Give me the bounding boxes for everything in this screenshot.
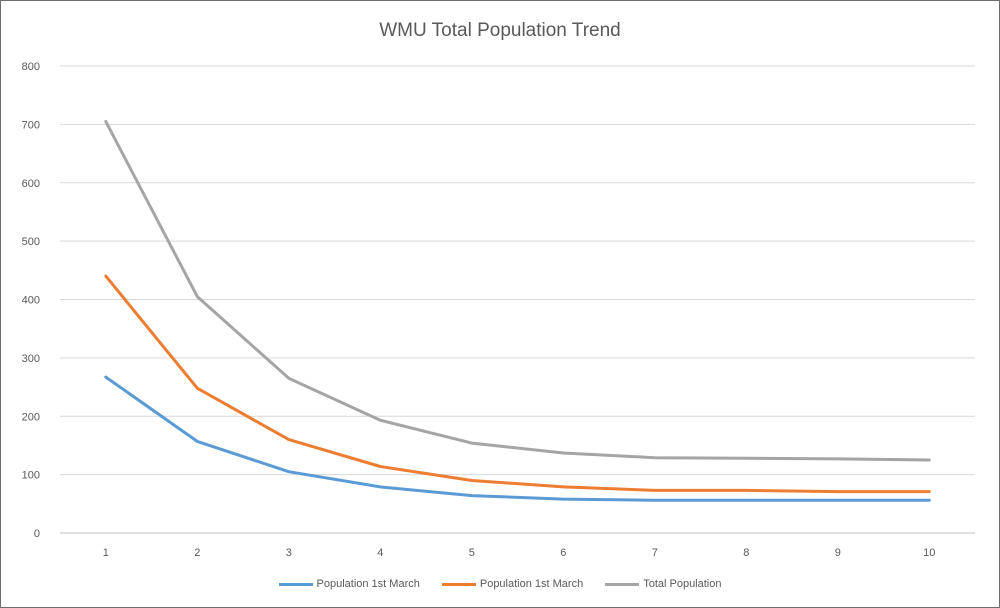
data-point bbox=[928, 499, 931, 502]
legend-swatch bbox=[278, 582, 313, 586]
x-tick-label: 5 bbox=[469, 547, 475, 559]
data-point bbox=[745, 499, 748, 502]
x-tick-label: 9 bbox=[835, 547, 841, 559]
data-point bbox=[104, 120, 107, 123]
data-point bbox=[745, 489, 748, 492]
data-point bbox=[562, 498, 565, 501]
legend-label: Population 1st March bbox=[316, 578, 420, 590]
data-point bbox=[836, 457, 839, 460]
x-tick-label: 7 bbox=[652, 547, 658, 559]
data-point bbox=[379, 485, 382, 488]
data-point bbox=[745, 457, 748, 460]
data-point bbox=[653, 456, 656, 459]
data-point bbox=[379, 419, 382, 422]
legend-label: Total Population bbox=[643, 578, 722, 590]
y-tick-label: 800 bbox=[22, 61, 40, 73]
data-point bbox=[836, 490, 839, 493]
series-line-3 bbox=[104, 120, 931, 462]
legend-swatch bbox=[441, 582, 476, 586]
data-point bbox=[104, 376, 107, 379]
x-tick-label: 4 bbox=[377, 547, 383, 559]
legend-item-1: Population 1st March bbox=[278, 578, 420, 590]
y-tick-label: 400 bbox=[22, 295, 40, 307]
x-tick-label: 2 bbox=[194, 547, 200, 559]
series-line-2 bbox=[104, 274, 931, 494]
y-tick-label: 100 bbox=[22, 470, 40, 482]
data-point bbox=[287, 438, 290, 441]
data-point bbox=[470, 442, 473, 445]
data-point bbox=[836, 499, 839, 502]
y-tick-label: 0 bbox=[34, 528, 40, 540]
y-tick-label: 200 bbox=[22, 411, 40, 423]
y-tick-label: 700 bbox=[22, 119, 40, 131]
y-tick-label: 600 bbox=[22, 178, 40, 190]
chart-title: WMU Total Population Trend bbox=[379, 20, 621, 41]
x-tick-label: 6 bbox=[560, 547, 566, 559]
data-point bbox=[653, 499, 656, 502]
chart-legend: Population 1st March Population 1st March… bbox=[0, 578, 1000, 590]
series-line-1 bbox=[104, 375, 931, 502]
data-point bbox=[562, 452, 565, 455]
y-tick-label: 500 bbox=[22, 236, 40, 248]
data-point bbox=[287, 377, 290, 380]
data-point bbox=[562, 485, 565, 488]
data-point bbox=[196, 387, 199, 390]
data-point bbox=[379, 465, 382, 468]
legend-swatch bbox=[605, 582, 640, 586]
legend-label: Population 1st March bbox=[479, 578, 584, 590]
data-point bbox=[196, 440, 199, 443]
data-point bbox=[196, 295, 199, 298]
y-tick-label: 300 bbox=[22, 353, 40, 365]
data-point bbox=[104, 275, 107, 278]
data-point bbox=[928, 490, 931, 493]
data-point bbox=[928, 459, 931, 462]
data-point bbox=[470, 494, 473, 497]
x-tick-label: 1 bbox=[103, 547, 109, 559]
legend-item-2: Population 1st March bbox=[441, 578, 584, 590]
data-point bbox=[653, 489, 656, 492]
x-tick-label: 3 bbox=[286, 547, 292, 559]
data-point bbox=[287, 470, 290, 473]
legend-item-3: Total Population bbox=[605, 578, 721, 590]
x-tick-label: 10 bbox=[923, 547, 935, 559]
x-tick-label: 8 bbox=[743, 547, 749, 559]
data-point bbox=[470, 479, 473, 482]
